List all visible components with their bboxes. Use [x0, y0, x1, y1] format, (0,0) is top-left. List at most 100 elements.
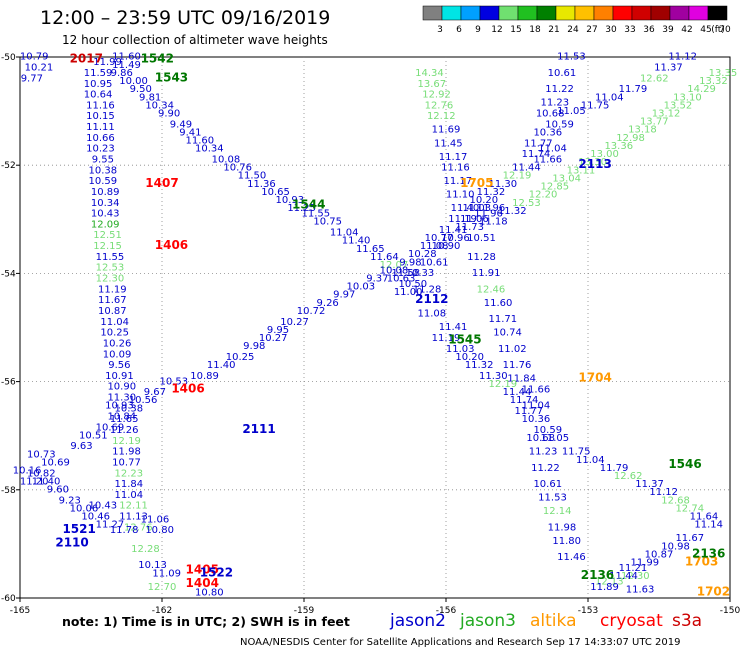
pass-label: 1405	[186, 563, 219, 577]
swh-value-label: 11.08	[417, 309, 446, 320]
swh-value-label: 10.59	[89, 176, 118, 187]
pass-label: 1542	[141, 51, 174, 65]
swh-value-label: 11.12	[649, 487, 678, 498]
swh-value-label: 11.73	[455, 222, 484, 233]
swh-value-label: 11.71	[488, 314, 517, 325]
swh-value-label: 11.04	[595, 92, 624, 103]
swh-value-label: 11.03	[462, 203, 491, 214]
swh-value-label: 9.95	[267, 325, 289, 336]
swh-value-label: 12.76	[124, 522, 153, 533]
chart-title: 12:00 – 23:59 UTC 09/16/2019	[40, 7, 330, 29]
swh-value-label: 11.45	[434, 138, 463, 149]
swh-value-label: 11.77	[515, 406, 544, 417]
swh-value-label: 11.30	[488, 179, 517, 190]
swh-value-label: 10.43	[89, 501, 118, 512]
swh-value-label: 11.04	[576, 455, 605, 466]
swh-value-label: 10.77	[425, 233, 454, 244]
swh-value-label: 11.40	[342, 236, 371, 247]
swh-value-label: 10.59	[533, 425, 562, 436]
swh-value-label: 11.32	[498, 206, 527, 217]
swh-value-label: 9.41	[179, 127, 201, 138]
swh-value-label: 10.46	[81, 512, 110, 523]
swh-value-label: 10.64	[84, 90, 113, 101]
swh-value-label: 11.66	[522, 384, 551, 395]
color-swatch	[593, 5, 614, 21]
swh-value-label: 11.60	[112, 52, 141, 63]
swh-value-label: 9.98	[399, 257, 421, 268]
swh-value-label: 11.10	[446, 190, 475, 201]
x-tick-label: -150	[720, 606, 740, 616]
pass-label: 2111	[242, 422, 275, 436]
swh-value-label: 11.23	[529, 447, 558, 458]
y-tick-label: -56	[1, 378, 16, 388]
swh-value-label: 12.14	[543, 506, 572, 517]
plot-frame	[19, 56, 731, 599]
x-tick-label: -156	[436, 606, 457, 616]
swh-value-label: 11.53	[557, 52, 586, 63]
swh-value-label: 11.26	[110, 425, 139, 436]
swh-value-label: 10.68	[526, 433, 555, 444]
swh-value-label: 9.50	[130, 84, 152, 95]
swh-value-label: 11.37	[635, 479, 664, 490]
swh-value-label: 9.90	[158, 109, 180, 120]
swh-value-label: 11.32	[477, 187, 506, 198]
swh-value-label: 11.03	[446, 344, 475, 355]
swh-value-label: 12.76	[425, 100, 454, 111]
swh-value-label: 11.37	[654, 63, 683, 74]
swh-value-label: 12.62	[614, 471, 643, 482]
swh-value-label: 10.72	[297, 306, 326, 317]
legend-s3a: s3a	[672, 611, 702, 631]
swh-value-label: 10.27	[280, 317, 309, 328]
swh-value-label: 10.34	[145, 100, 174, 111]
pass-label: 2136	[692, 546, 725, 560]
swh-value-label: 11.98	[548, 522, 577, 533]
color-swatch	[612, 5, 633, 21]
swh-value-label: 11.55	[302, 209, 331, 220]
swh-value-label: 11.96	[474, 209, 503, 220]
swh-value-label: 10.89	[190, 371, 219, 382]
swh-value-label: 10.61	[420, 257, 449, 268]
swh-value-label: 11.30	[107, 393, 136, 404]
swh-value-label: 11.17	[444, 176, 473, 187]
swh-value-label: 10.15	[86, 111, 115, 122]
swh-value-label: 12.28	[131, 544, 160, 555]
swh-value-label: 11.89	[590, 582, 619, 593]
swh-value-label: 10.82	[27, 468, 56, 479]
swh-value-label: 10.53	[160, 376, 189, 387]
swh-value-label: 11.27	[96, 520, 125, 531]
swh-value-label: 11.14	[694, 520, 723, 531]
color-swatch	[536, 5, 557, 21]
swh-value-label: 10.91	[105, 371, 134, 382]
pass-label: 1406	[155, 238, 188, 252]
swh-value-label: 11.50	[238, 171, 267, 182]
swh-value-label: 11.84	[507, 374, 536, 385]
swh-value-label: 11.67	[98, 295, 127, 306]
swh-value-label: 9.67	[144, 387, 166, 398]
color-swatch	[669, 5, 690, 21]
swh-value-label: 11.06	[460, 214, 489, 225]
swh-value-label: 13.10	[673, 92, 702, 103]
swh-value-label: 10.38	[89, 165, 118, 176]
pass-label: 1522	[200, 565, 233, 579]
swh-value-label: 11.99	[93, 57, 122, 68]
y-tick-label: -52	[1, 161, 16, 171]
swh-value-label: 13.30	[578, 157, 607, 168]
swh-value-label: 11.80	[552, 536, 581, 547]
pass-label: 1406	[171, 381, 204, 395]
swh-value-label: 10.61	[533, 479, 562, 490]
color-scale-label: 18	[529, 25, 541, 35]
swh-value-label: 12.53	[96, 263, 125, 274]
swh-value-label: 11.91	[472, 268, 501, 279]
color-scale-label: 30	[605, 25, 617, 35]
swh-value-label: 11.04	[100, 317, 129, 328]
swh-value-label: 12.68	[661, 495, 690, 506]
color-scale-label: 9	[475, 25, 481, 35]
swh-value-label: 13.11	[567, 165, 596, 176]
axis-layer: -165 -162 -159 -156 -153 -150 -50 -52 -54 -56 -58 -…	[1, 53, 740, 616]
color-scale-label: 24	[567, 25, 579, 35]
pass-label: 2110	[55, 536, 88, 550]
color-scale-label: 21	[548, 25, 559, 35]
swh-value-label: 10.84	[107, 411, 136, 422]
swh-value-label: 11.64	[370, 252, 399, 263]
swh-value-label: 12.19	[503, 171, 532, 182]
